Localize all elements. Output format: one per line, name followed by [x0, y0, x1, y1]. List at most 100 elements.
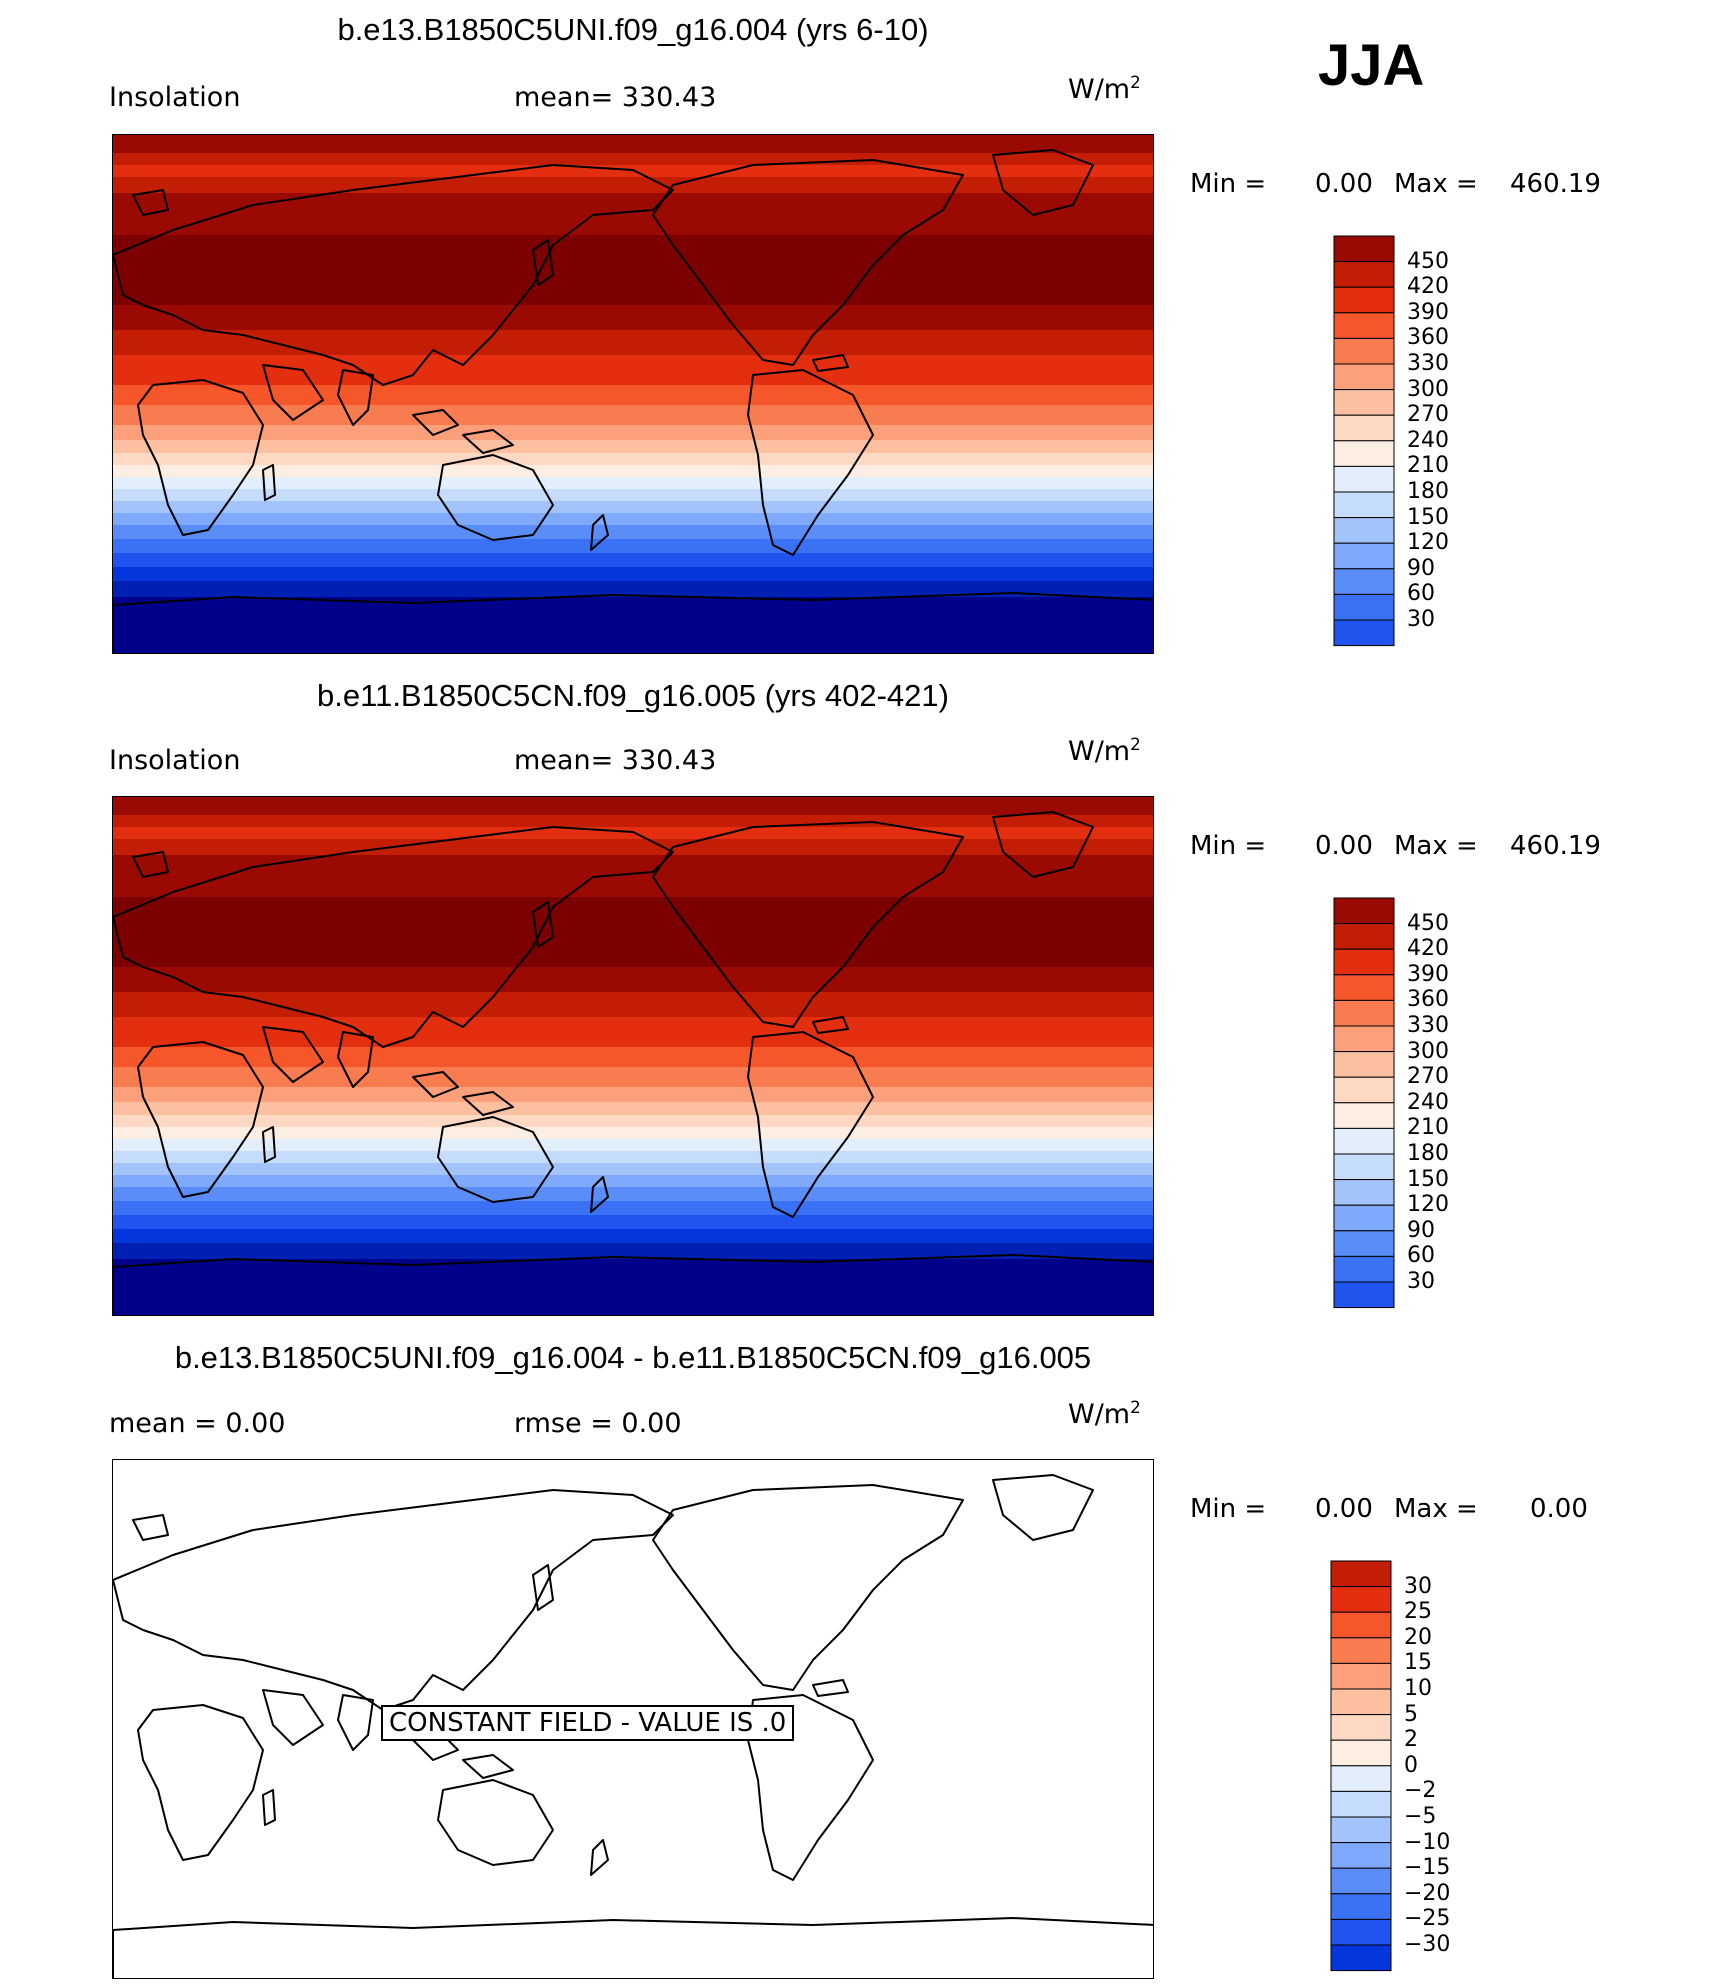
panel-2-map-band-22: [113, 1229, 1153, 1244]
panel-2-map-band-19: [113, 1187, 1153, 1202]
panel-2-colorbar-tick-label: 240: [1407, 1089, 1449, 1115]
panel-1-map-coastline-15: [812, 354, 849, 372]
panel-3-mean-label: mean = 0.00: [109, 1408, 286, 1439]
panel-2-colorbar-tick-label: 450: [1407, 910, 1449, 936]
panel-2-colorbar-cell-11: [1333, 1179, 1395, 1206]
panel-1-map-coastline-9: [992, 149, 1094, 216]
panel-1-colorbar-tick-label: 60: [1407, 581, 1435, 607]
panel-2-map-coastline-0: [137, 1041, 264, 1198]
panel-3-map-coastline-3: [337, 1694, 374, 1751]
panel-1-colorbar-tick-label: 210: [1407, 453, 1449, 479]
panel-3-map-coastline-1: [262, 1689, 324, 1746]
panel-2-colorbar-cell-8: [1333, 1102, 1395, 1129]
panel-2-colorbar-tick-label: 60: [1407, 1243, 1435, 1269]
panel-3-map-coastline-7: [590, 1839, 609, 1876]
panel-1-colorbar-tick-label: 300: [1407, 376, 1449, 402]
panel-3-colorbar-cell-10: [1330, 1816, 1392, 1844]
panel-2-colorbar-cell-5: [1333, 1025, 1395, 1053]
panel-3-map-coastline-8: [652, 1484, 964, 1691]
panel-2-map-band-9: [113, 1047, 1153, 1068]
panel-3-colorbar-cell-12: [1330, 1867, 1392, 1895]
panel-1-colorbar-cell-11: [1333, 517, 1395, 544]
panel-2-map-coastline-1: [262, 1026, 324, 1083]
panel-1-map-band-16: [113, 489, 1153, 502]
panel-1-colorbar-tick-label: 360: [1407, 325, 1449, 351]
panel-2-map-band-6: [113, 967, 1153, 993]
panel-1-map-coastline-14: [262, 464, 276, 501]
panel-1-map-coastline-12: [132, 189, 169, 216]
panel-1-map-band-17: [113, 501, 1153, 514]
panel-2-colorbar-tick-label: 360: [1407, 987, 1449, 1013]
panel-2-colorbar-tick-label: 390: [1407, 961, 1449, 987]
panel-2-colorbar-cell-15: [1333, 1281, 1395, 1309]
panel-1-map-band-12: [113, 440, 1153, 454]
panel-3-colorbar-cell-1: [1330, 1586, 1392, 1613]
panel-2-colorbar-tick-label: 300: [1407, 1038, 1449, 1064]
panel-2-map-band-21: [113, 1215, 1153, 1230]
panel-3-colorbar-tick-label: 10: [1404, 1676, 1432, 1701]
panel-1-colorbar-cell-2: [1333, 286, 1395, 314]
panel-1-map-band-5: [113, 235, 1153, 306]
panel-1-map-band-2: [113, 165, 1153, 178]
panel-1-colorbar-cell-10: [1333, 491, 1395, 519]
panel-2-field-label: Insolation: [109, 745, 241, 776]
panel-1-map-band-19: [113, 525, 1153, 540]
panel-3-colorbar-cell-3: [1330, 1637, 1392, 1664]
panel-3-title: b.e13.B1850C5UNI.f09_g16.004 - b.e11.B18…: [174, 1340, 1092, 1375]
panel-3-min-label: Min =: [1190, 1494, 1267, 1524]
panel-3-colorbar-cell-2: [1330, 1611, 1392, 1639]
panel-2-colorbar-tick-label: 120: [1407, 1192, 1449, 1218]
panel-2-map-coastline-8: [652, 821, 964, 1028]
panel-3-colorbar-tick-label: −10: [1404, 1829, 1451, 1855]
panel-1-map-coastline-1: [262, 364, 324, 421]
panel-2-min-value: 0.00: [1315, 831, 1373, 861]
panel-3-map-coastline-9: [992, 1474, 1094, 1541]
panel-2-colorbar-cell-14: [1333, 1255, 1395, 1283]
panel-3-colorbar-tick-label: −30: [1404, 1932, 1451, 1957]
panel-2-colorbar-tick-label: 150: [1407, 1166, 1449, 1192]
panel-2-map-coastline-12: [132, 851, 169, 878]
panel-1-colorbar-cell-15: [1333, 619, 1395, 647]
panel-1-colorbar-tick-label: 420: [1407, 274, 1449, 300]
panel-2-map-band-20: [113, 1201, 1153, 1216]
panel-2-min-label: Min =: [1190, 831, 1267, 861]
panel-2-colorbar-cell-13: [1333, 1230, 1395, 1257]
panel-1-map-band-7: [113, 330, 1153, 356]
panel-1-map-coastline-4: [412, 409, 459, 436]
panel-2-map-band-15: [113, 1139, 1153, 1152]
panel-1-colorbar-tick-label: 150: [1407, 504, 1449, 530]
panel-1-max-value: 460.19: [1510, 169, 1601, 199]
panel-2-colorbar-cell-9: [1333, 1127, 1395, 1155]
panel-1-colorbar-tick-label: 450: [1407, 248, 1449, 274]
panel-1-colorbar-cell-13: [1333, 568, 1395, 595]
panel-3-colorbar-cell-4: [1330, 1662, 1392, 1690]
panel-3-map-coastline-0: [137, 1704, 264, 1861]
panel-3-map-coastline-15: [812, 1679, 849, 1697]
panel-3-colorbar-cell-9: [1330, 1790, 1392, 1818]
panel-2-map: [112, 796, 1154, 1316]
panel-2-map-coastline-9: [992, 811, 1094, 878]
panel-2-map-band-23: [113, 1243, 1153, 1260]
panel-1-map-coastline-11: [113, 592, 1153, 653]
panel-1-colorbar-tick-label: 30: [1407, 607, 1435, 632]
panel-2-map-coastline-3: [337, 1031, 374, 1088]
panel-1-map-band-15: [113, 477, 1153, 490]
panel-1-colorbar-cell-1: [1333, 261, 1395, 288]
panel-2-map-coastline-5: [462, 1091, 514, 1116]
panel-1-map-band-8: [113, 355, 1153, 386]
panel-2-map-band-11: [113, 1087, 1153, 1103]
panel-1-map-coastline-0: [137, 379, 264, 536]
panel-1-map-coastline-10: [747, 369, 874, 556]
panel-2-colorbar-cell-4: [1333, 999, 1395, 1027]
panel-3-colorbar-cell-8: [1330, 1765, 1392, 1792]
panel-3-map-coastline-5: [462, 1754, 514, 1779]
panel-2-colorbar-tick-label: 210: [1407, 1115, 1449, 1141]
panel-3-colorbar-cell-0: [1330, 1560, 1392, 1588]
panel-2-colorbar-tick-label: 420: [1407, 936, 1449, 962]
panel-1-map-band-10: [113, 405, 1153, 426]
panel-1-map-band-14: [113, 465, 1153, 478]
panel-3-colorbar-tick-label: −25: [1404, 1906, 1451, 1932]
panel-2-map-band-16: [113, 1151, 1153, 1164]
panel-2-map-coastline-4: [412, 1071, 459, 1098]
panel-1-min-label: Min =: [1190, 169, 1267, 199]
